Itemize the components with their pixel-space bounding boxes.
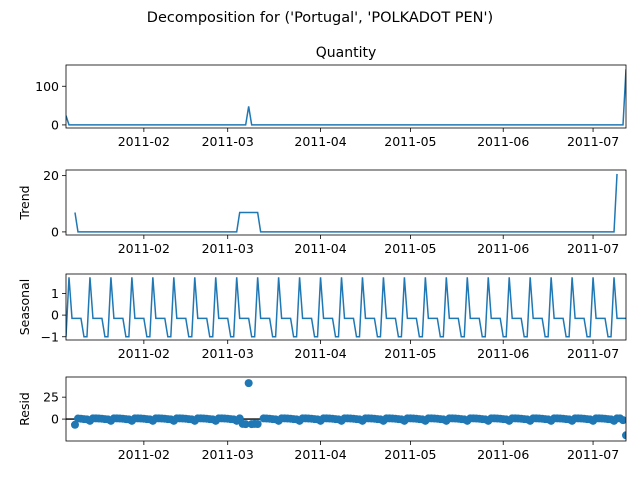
y-tick-label: 0 bbox=[51, 117, 59, 132]
panel-trend: Trend 0 20 2011-02 2011-03 2011-04 2011-05 2011… bbox=[17, 168, 627, 256]
x-tick-label: 2011-04 bbox=[294, 447, 346, 462]
panel-title: Quantity bbox=[316, 45, 377, 61]
x-tick-label: 2011-02 bbox=[118, 134, 170, 149]
axes-frame bbox=[65, 64, 627, 129]
y-tick-label: 0 bbox=[51, 224, 59, 239]
series-line bbox=[66, 69, 626, 126]
y-axis-label: Seasonal bbox=[17, 279, 32, 336]
resid-point bbox=[619, 416, 626, 425]
axes-frame bbox=[65, 169, 627, 236]
x-tick-label: 2011-03 bbox=[202, 346, 254, 361]
x-tick-label: 2011-07 bbox=[567, 241, 619, 256]
x-tick-label: 2011-07 bbox=[567, 134, 619, 149]
axes-frame bbox=[65, 273, 627, 341]
x-tick-label: 2011-04 bbox=[294, 134, 346, 149]
x-tick-label: 2011-07 bbox=[567, 346, 619, 361]
resid-point bbox=[244, 379, 253, 388]
x-tick-label: 2011-03 bbox=[202, 134, 254, 149]
x-tick-label: 2011-02 bbox=[118, 241, 170, 256]
x-tick-label: 2011-04 bbox=[294, 241, 346, 256]
data-layer bbox=[66, 379, 626, 440]
x-tick-label: 2011-06 bbox=[477, 134, 529, 149]
panel-quantity: Quantity 0 100 2011-02 2011-03 2011-04 2011-05… bbox=[35, 45, 627, 149]
resid-point bbox=[70, 420, 79, 429]
x-tick-label: 2011-07 bbox=[567, 447, 619, 462]
x-tick-label: 2011-06 bbox=[477, 447, 529, 462]
series-line bbox=[74, 173, 618, 233]
data-layer bbox=[66, 69, 626, 126]
y-tick-label: 1 bbox=[51, 286, 59, 301]
y-axis-label: Resid bbox=[17, 392, 32, 426]
y-tick-label: 0 bbox=[51, 412, 59, 427]
data-layer bbox=[74, 173, 618, 233]
x-tick-label: 2011-02 bbox=[118, 447, 170, 462]
y-tick-label: 100 bbox=[35, 79, 59, 94]
resid-point bbox=[241, 420, 250, 429]
y-tick-label: −1 bbox=[41, 329, 59, 344]
resid-point bbox=[253, 419, 262, 428]
series-line bbox=[66, 277, 626, 338]
data-layer bbox=[66, 277, 626, 338]
y-tick-label: 25 bbox=[43, 390, 59, 405]
x-tick-label: 2011-05 bbox=[384, 134, 436, 149]
x-tick-label: 2011-05 bbox=[384, 241, 436, 256]
figure-title: Decomposition for ('Portugal', 'POLKADOT… bbox=[147, 10, 493, 26]
y-tick-label: 20 bbox=[43, 168, 59, 183]
x-tick-label: 2011-05 bbox=[384, 346, 436, 361]
x-tick-label: 2011-02 bbox=[118, 346, 170, 361]
panel-resid: Resid 0 25 2011-02 2011-03 2011-04 2011-05 2011… bbox=[17, 376, 627, 462]
x-tick-label: 2011-05 bbox=[384, 447, 436, 462]
axes-frame bbox=[65, 376, 627, 442]
resid-point bbox=[622, 431, 626, 440]
x-tick-label: 2011-06 bbox=[477, 346, 529, 361]
y-axis-label: Trend bbox=[17, 185, 32, 220]
panel-seasonal: Seasonal −1 0 1 2011-02 2011-03 2011-04 2011-05… bbox=[17, 273, 627, 361]
x-tick-label: 2011-04 bbox=[294, 346, 346, 361]
x-tick-label: 2011-03 bbox=[202, 447, 254, 462]
y-tick-label: 0 bbox=[51, 308, 59, 323]
x-tick-label: 2011-03 bbox=[202, 241, 254, 256]
x-tick-label: 2011-06 bbox=[477, 241, 529, 256]
